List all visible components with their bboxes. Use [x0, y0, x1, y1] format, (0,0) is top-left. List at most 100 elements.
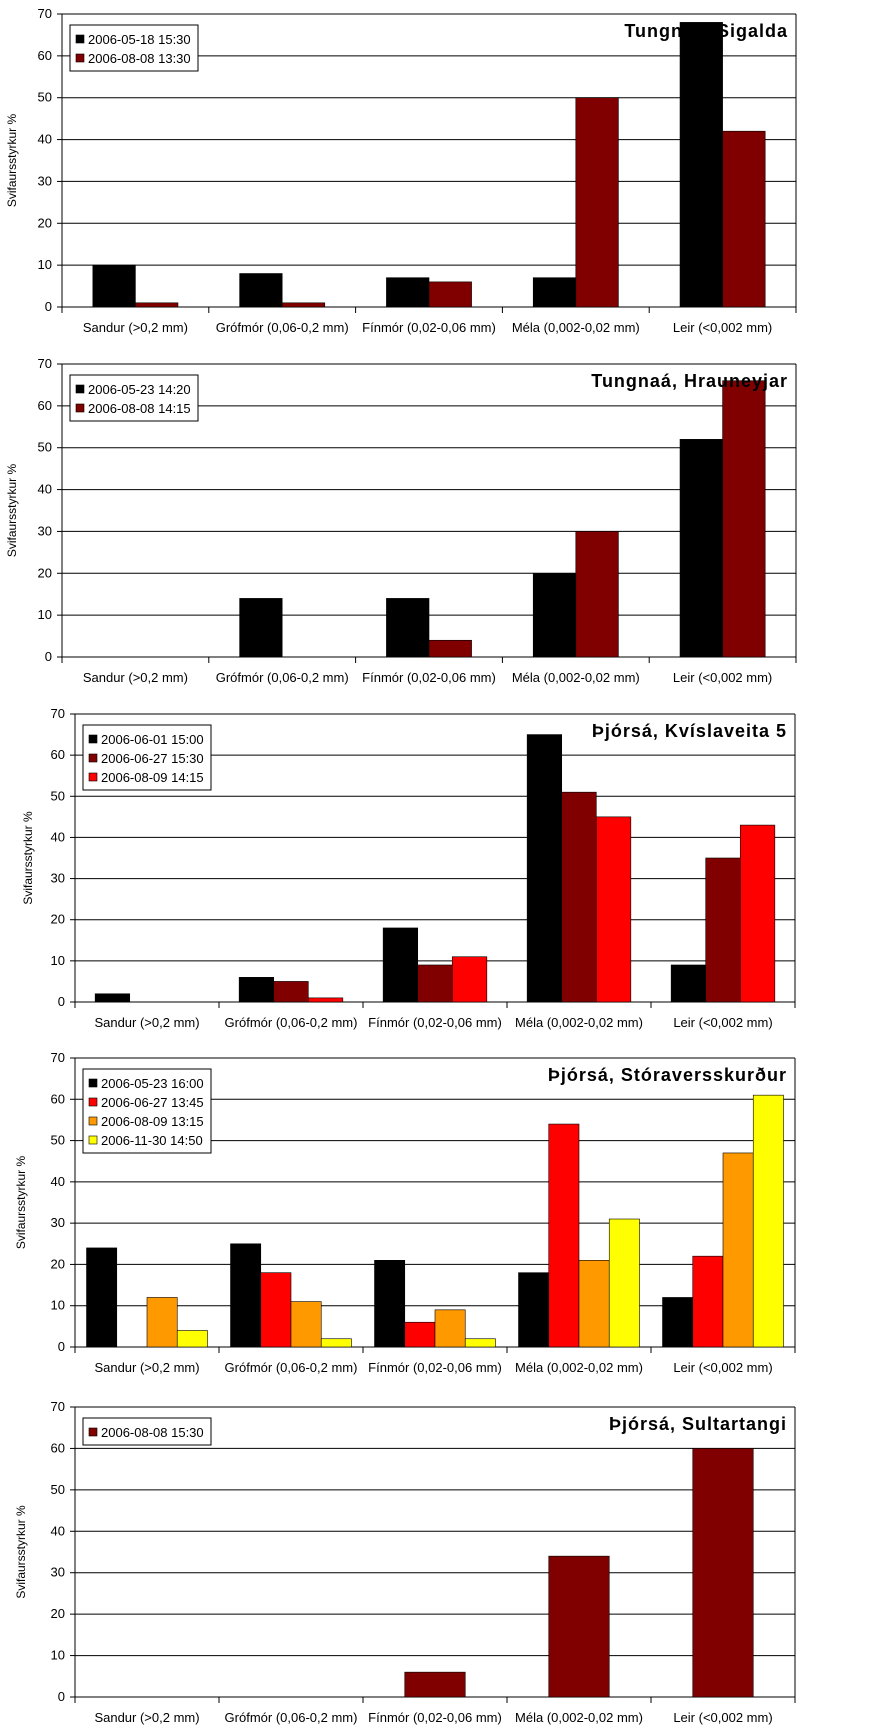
x-tick-label: Fínmór (0,02-0,06 mm)	[368, 1015, 502, 1030]
chart-5: 0 10 20 30 40 50 60 70 Sandur (>0,2 mm) Grófmór (…	[14, 1399, 796, 1725]
x-tick-label: Méla (0,002-0,02 mm)	[515, 1015, 643, 1030]
x-tick-label: Fínmór (0,02-0,06 mm)	[368, 1710, 502, 1725]
y-tick-label: 10	[51, 1648, 65, 1663]
legend-label: 2006-05-23 14:20	[88, 382, 191, 397]
y-tick-label: 10	[51, 953, 65, 968]
bar	[608, 1218, 640, 1348]
y-tick-label: 50	[38, 440, 52, 455]
x-tick-label: Sandur (>0,2 mm)	[83, 670, 188, 685]
y-tick-label: 20	[51, 1256, 65, 1271]
y-tick-label: 40	[51, 829, 65, 844]
legend: 2006-05-18 15:30 2006-08-08 13:30	[69, 24, 199, 72]
y-tick-label: 60	[38, 48, 52, 63]
bar	[404, 1671, 466, 1698]
y-tick-label: 10	[38, 257, 52, 272]
x-tick-label: Leir (<0,002 mm)	[673, 320, 772, 335]
bar	[722, 1152, 754, 1348]
y-tick-label: 20	[38, 565, 52, 580]
legend-label: 2006-06-27 15:30	[101, 751, 204, 766]
bar	[94, 993, 131, 1003]
bar	[239, 273, 283, 308]
legend-label: 2006-05-18 15:30	[88, 32, 191, 47]
bar	[176, 1330, 208, 1348]
x-tick-label: Grófmór (0,06-0,2 mm)	[225, 1015, 358, 1030]
y-axis-title: Svifaursstyrkur %	[14, 1155, 28, 1249]
bar	[281, 302, 326, 308]
y-tick-label: 30	[51, 1215, 65, 1230]
chart-title: Þjórsá, Sultartangi	[609, 1414, 787, 1434]
legend-label: 2006-11-30 14:50	[101, 1133, 203, 1148]
y-tick-label: 40	[51, 1523, 65, 1538]
y-tick-label: 60	[38, 398, 52, 413]
x-tick-label: Méla (0,002-0,02 mm)	[515, 1360, 643, 1375]
y-axis-title: Svifaursstyrkur %	[14, 1505, 28, 1599]
y-tick-label: 40	[38, 482, 52, 497]
bar	[692, 1448, 754, 1698]
y-tick-label: 60	[51, 1440, 65, 1455]
bar	[86, 1247, 118, 1348]
legend: 2006-05-23 14:20 2006-08-08 14:15	[69, 374, 199, 422]
y-tick-label: 50	[51, 788, 65, 803]
bar	[135, 302, 179, 308]
chart-title: Þjórsá, Stóraversskurður	[548, 1065, 787, 1085]
legend-swatch	[88, 1427, 98, 1437]
y-tick-label: 70	[51, 1399, 65, 1414]
x-tick-label: Fínmór (0,02-0,06 mm)	[362, 320, 496, 335]
x-tick-label: Sandur (>0,2 mm)	[94, 1015, 199, 1030]
bar	[722, 130, 766, 308]
bar	[548, 1123, 580, 1348]
legend-label: 2006-08-09 14:15	[101, 770, 204, 785]
legend: 2006-08-08 15:30	[82, 1417, 212, 1446]
bar	[670, 964, 707, 1003]
chart-title: Þjórsá, Kvíslaveita 5	[592, 721, 787, 741]
y-tick-label: 30	[51, 871, 65, 886]
bar	[692, 1255, 724, 1348]
legend-label: 2006-08-08 15:30	[101, 1425, 204, 1440]
legend-box	[82, 1417, 212, 1446]
bar	[595, 816, 632, 1003]
x-tick-label: Leir (<0,002 mm)	[673, 1360, 772, 1375]
bar	[404, 1321, 436, 1348]
chart-title: Tungnaá, Sigalda	[624, 21, 788, 41]
x-tick-label: Grófmór (0,06-0,2 mm)	[216, 320, 349, 335]
x-tick-label: Grófmór (0,06-0,2 mm)	[225, 1360, 358, 1375]
x-tick-label: Leir (<0,002 mm)	[673, 670, 772, 685]
bar	[273, 981, 309, 1003]
y-tick-label: 10	[51, 1298, 65, 1313]
y-tick-label: 0	[58, 1689, 65, 1704]
bar	[548, 1555, 610, 1698]
legend: 2006-05-23 16:00 2006-06-27 13:45 2006-08-…	[82, 1068, 212, 1154]
bar	[230, 1243, 262, 1348]
legend-swatch	[88, 1116, 98, 1126]
y-tick-label: 60	[51, 1091, 65, 1106]
y-tick-label: 30	[38, 523, 52, 538]
bar	[752, 1094, 784, 1348]
y-tick-label: 0	[58, 994, 65, 1009]
bar	[679, 22, 723, 308]
legend-label: 2006-08-08 13:30	[88, 51, 191, 66]
y-tick-label: 20	[51, 912, 65, 927]
legend-swatch	[88, 1078, 98, 1088]
legend-label: 2006-05-23 16:00	[101, 1076, 204, 1091]
legend-box	[82, 1068, 212, 1154]
x-tick-label: Fínmór (0,02-0,06 mm)	[368, 1360, 502, 1375]
legend-swatch	[75, 384, 85, 394]
chart-4: 0 10 20 30 40 50 60 70 Sandur (>0,2 mm) Grófmór (…	[14, 1050, 796, 1375]
legend-box	[82, 724, 212, 791]
bar	[739, 824, 776, 1003]
legend-label: 2006-06-01 15:00	[101, 732, 204, 747]
legend-label: 2006-08-09 13:15	[101, 1114, 204, 1129]
y-tick-label: 70	[51, 706, 65, 721]
legend-swatch	[88, 772, 98, 782]
bar	[238, 977, 275, 1003]
legend-box	[69, 24, 199, 72]
x-tick-label: Sandur (>0,2 mm)	[94, 1360, 199, 1375]
y-tick-label: 0	[45, 649, 52, 664]
bar	[561, 791, 597, 1003]
bar	[239, 598, 283, 658]
bar	[575, 531, 619, 658]
y-axis-title: Svifaursstyrkur %	[21, 811, 35, 905]
x-tick-label: Grófmór (0,06-0,2 mm)	[225, 1710, 358, 1725]
y-tick-label: 20	[38, 215, 52, 230]
